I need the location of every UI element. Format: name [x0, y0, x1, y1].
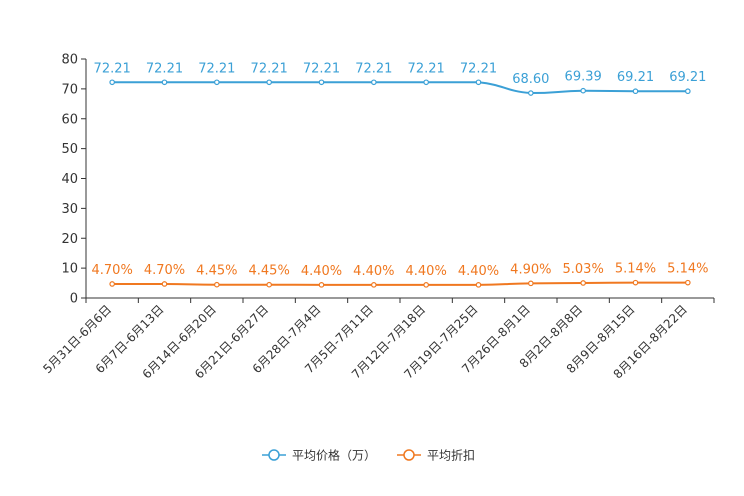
y-tick-label: 20 — [61, 232, 78, 247]
data-point — [475, 79, 482, 86]
x-axis: 5月31日-6月6日6月7日-6月13日6月14日-6月20日6月21日-6月2… — [40, 297, 715, 382]
series-avg-price: 72.21 72.21 72.21 72.21 72.21 72.21 72.21 72.21… — [94, 61, 706, 96]
data-label: 5.14% — [615, 262, 656, 277]
series-line — [112, 81, 688, 95]
data-label: 72.21 — [146, 61, 183, 76]
legend-marker-icon — [268, 449, 280, 461]
data-label: 4.90% — [510, 262, 551, 277]
data-label: 69.21 — [617, 70, 654, 85]
data-label: 72.21 — [460, 61, 497, 76]
y-tick-label: 70 — [61, 82, 78, 97]
legend-label: 平均折扣 — [427, 448, 475, 463]
data-point — [371, 79, 377, 86]
data-point — [528, 280, 534, 287]
y-tick-label: 50 — [61, 142, 78, 157]
y-tick-label: 30 — [61, 202, 78, 217]
data-point — [685, 88, 691, 95]
data-point — [632, 88, 639, 95]
data-label: 4.70% — [92, 263, 133, 278]
data-point — [161, 281, 168, 287]
data-point — [475, 282, 482, 288]
data-point — [266, 79, 272, 86]
data-point — [109, 79, 115, 86]
data-point — [318, 79, 325, 86]
legend-item-avg-price: 平均价格（万） — [262, 448, 376, 463]
series-line — [112, 281, 688, 286]
data-point — [685, 279, 691, 286]
legend: 平均价格（万） 平均折扣 — [262, 448, 475, 463]
data-point — [528, 90, 534, 96]
data-label: 4.40% — [406, 264, 447, 279]
data-label: 72.21 — [198, 61, 235, 76]
y-tick-label: 60 — [61, 112, 78, 127]
y-tick-label: 0 — [70, 292, 78, 307]
data-label: 5.03% — [563, 262, 604, 277]
data-label: 4.70% — [144, 263, 185, 278]
data-point — [214, 79, 220, 86]
series-avg-discount: 4.70% 4.70% 4.45% 4.45% 4.40% 4.40% 4.40% 4.40%… — [92, 262, 708, 288]
y-tick-label: 80 — [61, 53, 78, 68]
data-point — [580, 87, 586, 94]
data-label: 72.21 — [251, 61, 288, 76]
data-point — [580, 280, 586, 286]
legend-marker-icon — [403, 449, 415, 461]
data-label: 72.21 — [355, 61, 392, 76]
legend-label: 平均价格（万） — [292, 448, 376, 463]
data-label: 69.21 — [669, 70, 706, 85]
y-tick-label: 40 — [61, 172, 78, 187]
data-label: 72.21 — [303, 61, 340, 76]
data-label: 5.14% — [667, 262, 708, 277]
data-label: 4.40% — [458, 264, 499, 279]
legend-item-avg-discount: 平均折扣 — [397, 448, 475, 463]
data-label: 68.60 — [512, 72, 549, 87]
y-tick-label: 10 — [61, 262, 78, 277]
data-point — [632, 279, 639, 286]
data-label: 69.39 — [565, 70, 602, 85]
series-layer: 72.21 72.21 72.21 72.21 72.21 72.21 72.21 72.21… — [92, 61, 708, 288]
data-label: 4.40% — [301, 264, 342, 279]
y-axis: 0 10 20 30 40 50 60 70 80 — [61, 53, 87, 307]
data-label: 4.40% — [353, 264, 394, 279]
data-point — [423, 282, 429, 288]
data-label: 72.21 — [94, 61, 131, 76]
data-label: 4.45% — [249, 264, 290, 279]
data-point — [214, 281, 220, 288]
data-point — [161, 79, 168, 86]
data-label: 4.45% — [196, 264, 237, 279]
data-point — [266, 281, 272, 288]
data-label: 72.21 — [408, 61, 445, 76]
data-point — [371, 282, 377, 288]
data-point — [109, 281, 115, 287]
data-point — [423, 79, 429, 86]
data-point — [318, 282, 325, 288]
